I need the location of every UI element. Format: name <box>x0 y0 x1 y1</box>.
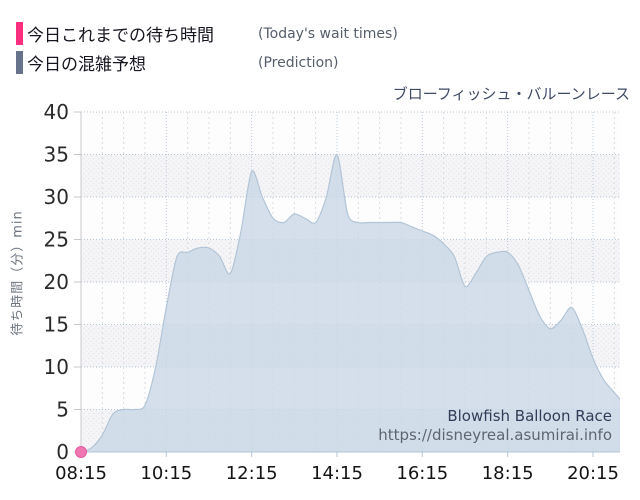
y-tick-label: 35 <box>44 143 69 167</box>
legend-today-label-en: (Today's wait times) <box>258 25 398 42</box>
x-tick-label: 20:15 <box>567 463 619 484</box>
x-tick-label: 10:15 <box>140 463 192 484</box>
y-tick-label: 5 <box>56 398 69 422</box>
legend-prediction-label-en: (Prediction) <box>258 54 339 71</box>
y-tick-label: 0 <box>56 440 69 464</box>
legend-today-label-jp: 今日これまでの待ち時間 <box>27 26 214 46</box>
y-tick-label: 40 <box>44 100 69 124</box>
y-tick-label: 30 <box>44 185 69 209</box>
y-tick-label: 15 <box>44 313 69 337</box>
y-tick-label: 10 <box>44 355 69 379</box>
chart-title: ブローフィッシュ・バルーンレース <box>392 85 630 103</box>
today-series-swatch <box>16 22 23 45</box>
y-tick-label: 25 <box>44 228 69 252</box>
legend-item-today: 今日これまでの待ち時間 (Today's wait times) <box>16 19 398 48</box>
x-tick-label: 08:15 <box>55 463 107 484</box>
x-tick-label: 16:15 <box>396 463 448 484</box>
x-tick-label: 18:15 <box>482 463 534 484</box>
y-tick-label: 20 <box>44 270 69 294</box>
legend: 今日これまでの待ち時間 (Today's wait times) 今日の混雑予想… <box>16 19 398 77</box>
prediction-series-swatch <box>16 51 23 74</box>
legend-prediction-label-jp: 今日の混雑予想 <box>27 55 146 75</box>
y-axis-title: 待ち時間（分）min <box>10 210 26 336</box>
x-tick-label: 12:15 <box>226 463 278 484</box>
today-wait-data-point <box>75 446 87 458</box>
legend-item-prediction: 今日の混雑予想 (Prediction) <box>16 48 398 77</box>
x-tick-label: 14:15 <box>311 463 363 484</box>
watermark-attraction-name: Blowfish Balloon Race <box>447 407 612 425</box>
watermark-url: https://disneyreal.asumirai.info <box>378 426 612 444</box>
